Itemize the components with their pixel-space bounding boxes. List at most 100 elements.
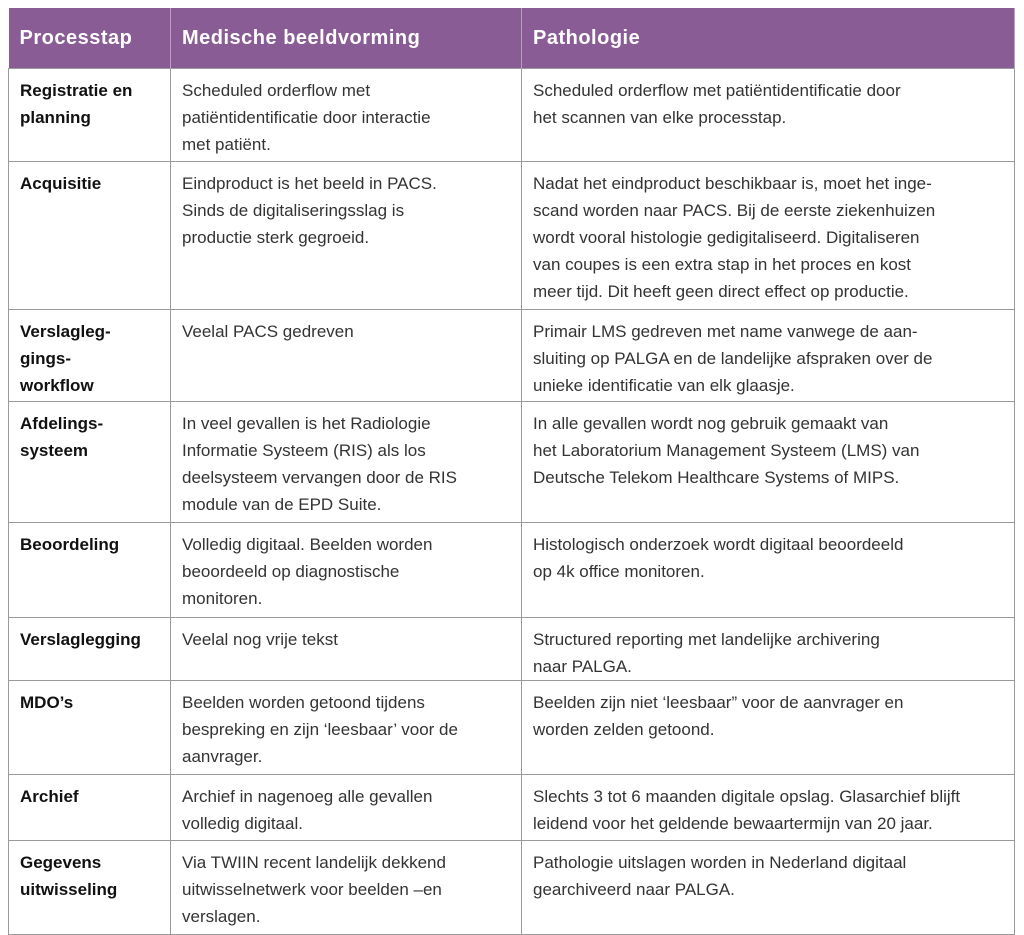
cell-line: naar PALGA. xyxy=(533,657,632,676)
cell-line: gearchiveerd naar PALGA. xyxy=(533,880,735,899)
table-row: Acquisitie Eindproduct is het beeld in PA… xyxy=(8,161,1015,310)
cell-line: bespreking en zijn ‘leesbaar’ voor de xyxy=(182,720,458,739)
text-cell: In alle gevallen wordt nog gebruik gemaa… xyxy=(521,401,1015,523)
cell-line: Nadat het eindproduct beschikbaar is, mo… xyxy=(533,174,932,193)
cell-line: meer tijd. Dit heeft geen direct effect … xyxy=(533,282,909,301)
cell-line: productie sterk gegroeid. xyxy=(182,228,370,247)
cell-line: Primair LMS gedreven met name vanwege de… xyxy=(533,322,918,341)
cell-line: leidend voor het geldende bewaartermijn … xyxy=(533,814,933,833)
text-cell: Volledig digitaal. Beelden worden beoorde… xyxy=(170,522,522,618)
table-header: Processtap Medische beeldvorming Pathologi… xyxy=(8,8,1015,69)
cell-line: wordt vooral histologie gedigitaliseerd.… xyxy=(533,228,920,247)
cell-line: Veelal nog vrije tekst xyxy=(182,630,338,649)
cell-line: Beelden worden getoond tijdens xyxy=(182,693,425,712)
text-cell: Veelal PACS gedreven xyxy=(170,309,522,402)
step-cell: Archief xyxy=(8,774,171,841)
cell-line: uitwisseling xyxy=(20,880,118,899)
cell-line: Eindproduct is het beeld in PACS. xyxy=(182,174,437,193)
table-row: Afdelings-systeem In veel gevallen is het… xyxy=(8,401,1015,523)
cell-line: module van de EPD Suite. xyxy=(182,495,382,514)
cell-line: planning xyxy=(20,108,91,127)
text-cell: Structured reporting met landelijke arch… xyxy=(521,617,1015,681)
cell-line: uitwisselnetwerk voor beelden –en xyxy=(182,880,442,899)
text-cell: Slechts 3 tot 6 maanden digitale opslag.… xyxy=(521,774,1015,841)
cell-line: Scheduled orderflow met patiëntidentific… xyxy=(533,81,901,100)
step-cell: Verslagleg-gings-workflow xyxy=(8,309,171,402)
cell-line: het scannen van elke processtap. xyxy=(533,108,787,127)
cell-line: Afdelings- xyxy=(20,414,104,433)
text-cell: Eindproduct is het beeld in PACS. Sinds d… xyxy=(170,161,522,310)
text-cell: Scheduled orderflow met patiëntidentific… xyxy=(521,68,1015,162)
cell-line: sluiting op PALGA en de landelijke afspr… xyxy=(533,349,933,368)
table-row: Archief Archief in nagenoeg alle gevallen… xyxy=(8,774,1015,841)
cell-line: op 4k office monitoren. xyxy=(533,562,705,581)
cell-line: Archief in nagenoeg alle gevallen xyxy=(182,787,433,806)
cell-line: Acquisitie xyxy=(20,174,102,193)
cell-line: Scheduled orderflow met xyxy=(182,81,371,100)
cell-line: systeem xyxy=(20,441,89,460)
cell-line: Slechts 3 tot 6 maanden digitale opslag.… xyxy=(533,787,961,806)
table-row: Registratie en planning Scheduled orderflo… xyxy=(8,68,1015,162)
cell-line: Veelal PACS gedreven xyxy=(182,322,354,341)
cell-line: worden zelden getoond. xyxy=(533,720,715,739)
text-cell: Veelal nog vrije tekst xyxy=(170,617,522,681)
header-cell: Pathologie xyxy=(521,8,1015,69)
text-cell: Via TWIIN recent landelijk dekkend uitwis… xyxy=(170,840,522,935)
cell-line: aanvrager. xyxy=(182,747,263,766)
header-cell: Medische beeldvorming xyxy=(170,8,522,69)
cell-line: Verslaglegging xyxy=(20,630,141,649)
step-cell: Acquisitie xyxy=(8,161,171,310)
cell-line: workflow xyxy=(20,376,94,395)
cell-line: Beelden zijn niet ‘leesbaar” voor de aan… xyxy=(533,693,904,712)
cell-line: unieke identificatie van elk glaasje. xyxy=(533,376,795,395)
cell-line: MDO’s xyxy=(20,693,74,712)
table-body: Registratie en planning Scheduled orderflo… xyxy=(8,68,1015,935)
step-cell: Gegevens uitwisseling xyxy=(8,840,171,935)
step-cell: Registratie en planning xyxy=(8,68,171,162)
cell-line: Archief xyxy=(20,787,79,806)
cell-line: Histologisch onderzoek wordt digitaal be… xyxy=(533,535,904,554)
step-cell: MDO’s xyxy=(8,680,171,775)
cell-line: Sinds de digitaliseringsslag is xyxy=(182,201,405,220)
cell-line: Registratie en xyxy=(20,81,133,100)
table-row: MDO’s Beelden worden getoond tijdens bespr… xyxy=(8,680,1015,775)
table-row: Verslagleg-gings-workflow Veelal PACS ged… xyxy=(8,309,1015,402)
text-cell: Histologisch onderzoek wordt digitaal be… xyxy=(521,522,1015,618)
cell-line: met patiënt. xyxy=(182,135,271,154)
table-row: Verslaglegging Veelal nog vrije tekst Stru… xyxy=(8,617,1015,681)
table-row: Gegevens uitwisseling Via TWIIN recent lan… xyxy=(8,840,1015,935)
cell-line: Gegevens xyxy=(20,853,102,872)
cell-line: scand worden naar PACS. Bij de eerste zi… xyxy=(533,201,936,220)
cell-line: Via TWIIN recent landelijk dekkend xyxy=(182,853,446,872)
step-cell: Verslaglegging xyxy=(8,617,171,681)
cell-line: gings- xyxy=(20,349,71,368)
cell-line: van coupes is een extra stap in het proc… xyxy=(533,255,912,274)
text-cell: In veel gevallen is het Radiologie Inform… xyxy=(170,401,522,523)
text-cell: Pathologie uitslagen worden in Nederland… xyxy=(521,840,1015,935)
cell-line: deelsysteem vervangen door de RIS xyxy=(182,468,457,487)
header-row: Processtap Medische beeldvorming Pathologi… xyxy=(8,8,1015,69)
text-cell: Archief in nagenoeg alle gevallen volledi… xyxy=(170,774,522,841)
step-cell: Beoordeling xyxy=(8,522,171,618)
cell-line: Pathologie uitslagen worden in Nederland… xyxy=(533,853,907,872)
cell-line: beoordeeld op diagnostische xyxy=(182,562,400,581)
cell-line: Volledig digitaal. Beelden worden xyxy=(182,535,433,554)
cell-line: Beoordeling xyxy=(20,535,120,554)
cell-line: patiëntidentificatie door interactie xyxy=(182,108,431,127)
table-row: Beoordeling Volledig digitaal. Beelden wo… xyxy=(8,522,1015,618)
text-cell: Nadat het eindproduct beschikbaar is, mo… xyxy=(521,161,1015,310)
header-cell: Processtap xyxy=(8,8,171,69)
step-cell: Afdelings-systeem xyxy=(8,401,171,523)
cell-line: volledig digitaal. xyxy=(182,814,303,833)
cell-line: monitoren. xyxy=(182,589,263,608)
text-cell: Primair LMS gedreven met name vanwege de… xyxy=(521,309,1015,402)
cell-line: In alle gevallen wordt nog gebruik gemaa… xyxy=(533,414,889,433)
cell-line: Informatie Systeem (RIS) als los xyxy=(182,441,426,460)
text-cell: Scheduled orderflow met patiëntidentifica… xyxy=(170,68,522,162)
cell-line: verslagen. xyxy=(182,907,261,926)
cell-line: Structured reporting met landelijke arch… xyxy=(533,630,880,649)
cell-line: Verslagleg- xyxy=(20,322,111,341)
comparison-table: Processtap Medische beeldvorming Pathologi… xyxy=(8,8,1015,935)
cell-line: het Laboratorium Management Systeem (LMS… xyxy=(533,441,920,460)
